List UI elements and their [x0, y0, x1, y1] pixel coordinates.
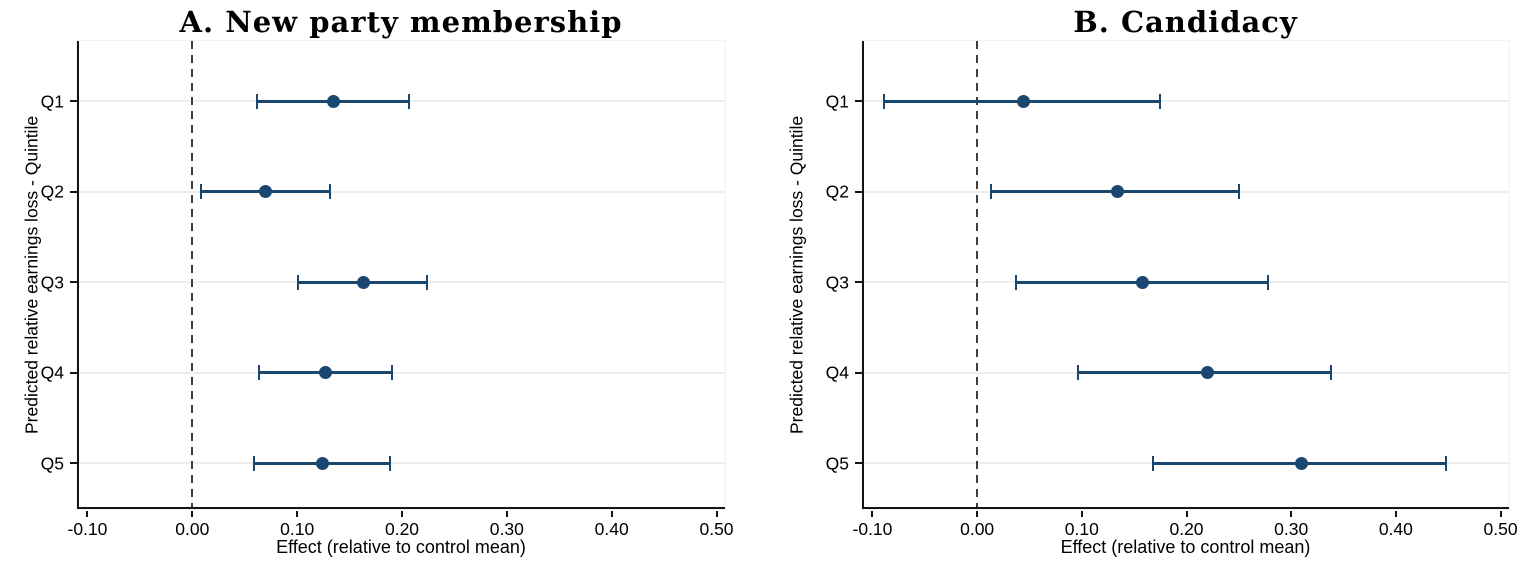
- x-tick-label: -0.10: [852, 519, 893, 539]
- x-tick: [1080, 511, 1083, 517]
- panel-b: B. Candidacy Predicted relative earnings…: [759, 0, 1518, 567]
- ci-cap-left-Q4: [1076, 365, 1079, 381]
- ci-cap-right-Q2: [1237, 184, 1240, 200]
- x-tick-label: 0.00: [175, 519, 210, 539]
- zero-reference-line: [191, 41, 194, 509]
- x-tick-label: 0.50: [1483, 519, 1518, 539]
- ci-cap-right-Q4: [1329, 365, 1332, 381]
- x-tick: [505, 511, 508, 517]
- ci-cap-left-Q5: [253, 455, 256, 471]
- ci-cap-right-Q5: [389, 455, 392, 471]
- y-tick: [70, 100, 77, 103]
- ci-cap-right-Q5: [1445, 455, 1448, 471]
- x-tick: [1290, 511, 1293, 517]
- panel-a-title: A. New party membership: [179, 5, 623, 39]
- y-tick: [70, 190, 77, 193]
- ci-cap-right-Q1: [1159, 93, 1162, 109]
- zero-reference-line: [976, 41, 979, 509]
- panel-a: A. New party membership Predicted relati…: [21, 5, 734, 557]
- x-tick-label: 0.30: [489, 519, 524, 539]
- point-estimate-Q4: [318, 366, 332, 380]
- x-axis-line: [862, 507, 1509, 509]
- ci-cap-left-Q5: [1152, 455, 1154, 471]
- x-tick: [976, 511, 979, 517]
- x-tick-label: 0.10: [1064, 519, 1099, 539]
- y-tick-label-Q2: Q2: [40, 181, 64, 202]
- y-tick: [70, 371, 77, 374]
- x-tick: [1499, 511, 1502, 517]
- y-tick-label-Q5: Q5: [825, 453, 849, 474]
- ci-cap-left-Q4: [258, 365, 261, 381]
- x-tick: [296, 511, 299, 517]
- point-estimate-Q2: [1110, 185, 1124, 199]
- gridline-Q4: [77, 371, 725, 374]
- ci-cap-right-Q3: [1267, 274, 1270, 290]
- panel-b-x-axis-label: Effect (relative to control mean): [1060, 537, 1311, 557]
- y-tick: [855, 371, 862, 374]
- x-tick: [401, 511, 403, 517]
- y-tick-label-Q1: Q1: [40, 91, 64, 112]
- point-estimate-Q4: [1200, 366, 1214, 380]
- point-estimate-Q3: [356, 275, 370, 289]
- ci-cap-right-Q1: [408, 93, 411, 109]
- y-tick-label-Q2: Q2: [825, 181, 849, 202]
- gridline-Q2: [77, 190, 725, 193]
- point-estimate-Q5: [315, 456, 329, 470]
- y-axis-line: [862, 41, 864, 509]
- x-tick-label: 0.30: [1274, 519, 1309, 539]
- x-tick-label: 0.40: [1378, 519, 1413, 539]
- y-axis-line: [77, 41, 79, 509]
- x-tick-label: 0.20: [1169, 519, 1204, 539]
- x-axis-line: [77, 507, 725, 509]
- panel-a-x-axis-label: Effect (relative to control mean): [276, 537, 526, 557]
- x-tick: [86, 511, 89, 517]
- x-tick-label: 0.40: [594, 519, 629, 539]
- y-tick-label-Q5: Q5: [40, 453, 64, 474]
- x-tick-label: 0.20: [384, 519, 420, 539]
- point-estimate-Q1: [327, 94, 341, 108]
- ci-cap-right-Q2: [328, 184, 331, 200]
- gridline-Q5: [77, 462, 725, 465]
- ci-cap-left-Q3: [297, 274, 300, 290]
- point-estimate-Q5: [1295, 456, 1309, 470]
- y-tick: [855, 462, 862, 465]
- ci-cap-left-Q3: [1014, 274, 1017, 290]
- point-estimate-Q3: [1136, 275, 1150, 289]
- x-tick-label: 0.00: [960, 519, 995, 539]
- ci-cap-right-Q3: [426, 274, 429, 290]
- ci-cap-left-Q2: [199, 184, 202, 200]
- ci-cap-left-Q1: [256, 93, 259, 109]
- y-tick-label-Q3: Q3: [40, 272, 64, 293]
- x-tick: [1185, 511, 1188, 517]
- x-tick-label: 0.10: [280, 519, 315, 539]
- x-tick: [871, 511, 874, 517]
- x-tick-label: 0.50: [699, 519, 734, 539]
- panel-b-y-axis-label: Predicted relative earnings loss - Quint…: [786, 115, 807, 435]
- x-tick: [191, 511, 194, 517]
- gridline-Q1: [862, 100, 1509, 103]
- panel-a-y-axis-label: Predicted relative earnings loss - Quint…: [21, 115, 42, 435]
- point-estimate-Q1: [1016, 94, 1030, 108]
- panel-b-title: B. Candidacy: [1073, 5, 1298, 39]
- y-tick: [855, 100, 862, 103]
- x-tick: [715, 511, 718, 517]
- panel-a-plot-area: -0.10 0.00 0.10 0.20 0.30 0.40 0.50 Q1 Q2 Q3 Q4 Q5: [41, 40, 734, 539]
- ci-cap-left-Q2: [989, 184, 992, 200]
- y-tick-label-Q3: Q3: [825, 272, 849, 293]
- x-tick: [610, 511, 613, 517]
- x-tick-label: -0.10: [67, 519, 108, 539]
- y-tick-label-Q4: Q4: [825, 362, 849, 383]
- ci-cap-left-Q1: [882, 93, 885, 109]
- y-tick-label-Q4: Q4: [40, 362, 64, 383]
- panel-b-plot-area: -0.10 0.00 0.10 0.20 0.30 0.40 0.50 Q1 Q2 Q3 Q4 Q5: [826, 40, 1518, 539]
- ci-cap-right-Q4: [390, 365, 393, 381]
- point-estimate-Q2: [259, 185, 273, 199]
- y-tick: [855, 190, 862, 193]
- y-tick-label-Q1: Q1: [825, 91, 849, 112]
- y-tick: [70, 281, 77, 284]
- y-tick: [70, 462, 77, 465]
- y-tick: [855, 281, 862, 284]
- x-tick: [1394, 511, 1397, 517]
